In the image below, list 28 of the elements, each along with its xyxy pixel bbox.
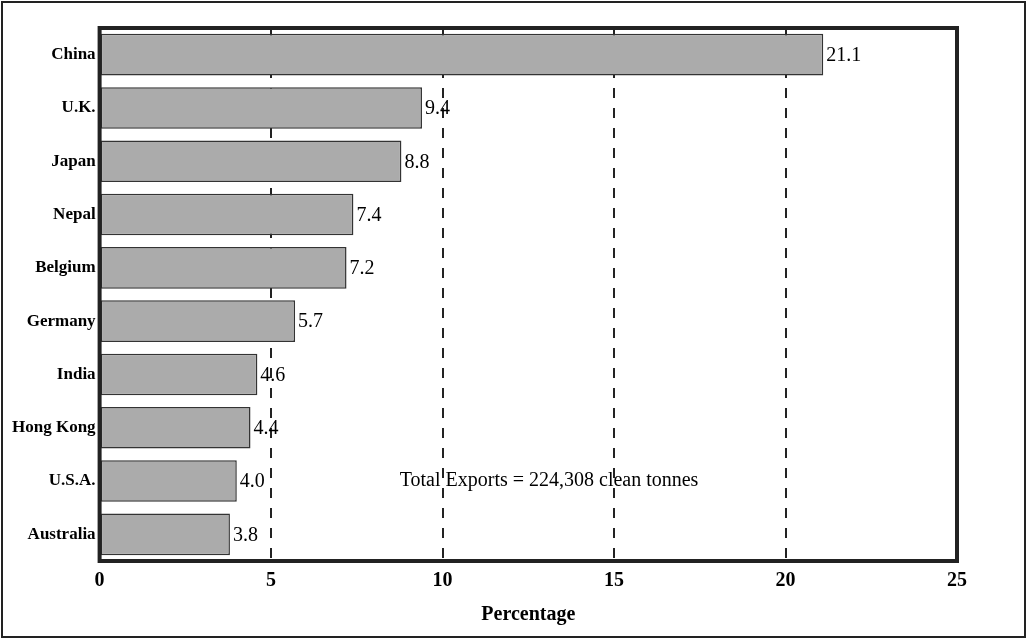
data-label: 21.1 <box>826 42 862 65</box>
x-tick-label: 20 <box>775 568 796 591</box>
y-tick-label: Hong Kong <box>12 417 97 437</box>
annotation: Total Exports = 224,308 clean tonnes <box>399 468 699 492</box>
data-label: 8.8 <box>404 149 430 172</box>
y-tick-label: Belgium <box>35 257 96 277</box>
data-label: 4.4 <box>253 416 279 438</box>
x-tick-label: 0 <box>94 568 105 591</box>
y-tick-label: India <box>56 363 97 383</box>
y-tick-label: U.K. <box>61 97 96 117</box>
data-label: 9.4 <box>424 96 450 119</box>
data-label: 4.6 <box>260 362 286 385</box>
y-tick-label: China <box>51 44 97 64</box>
data-label: 4.0 <box>239 469 265 492</box>
x-tick-label: 5 <box>266 568 277 591</box>
data-label: 5.7 <box>298 309 324 332</box>
x-tick-label: 10 <box>432 568 453 591</box>
y-tick-label: Japan <box>51 150 97 170</box>
y-tick-label: U.S.A. <box>48 470 96 490</box>
x-axis-title: Percentage <box>481 602 576 626</box>
data-label: 7.4 <box>356 202 382 225</box>
y-tick-label: Australia <box>27 523 97 543</box>
data-label: 3.8 <box>232 522 258 545</box>
y-tick-label: Germany <box>26 310 97 330</box>
x-tick-label: 15 <box>604 568 625 591</box>
x-tick-label: 25 <box>947 568 967 591</box>
y-tick-label: Nepal <box>53 203 96 223</box>
data-label: 7.2 <box>349 256 375 279</box>
